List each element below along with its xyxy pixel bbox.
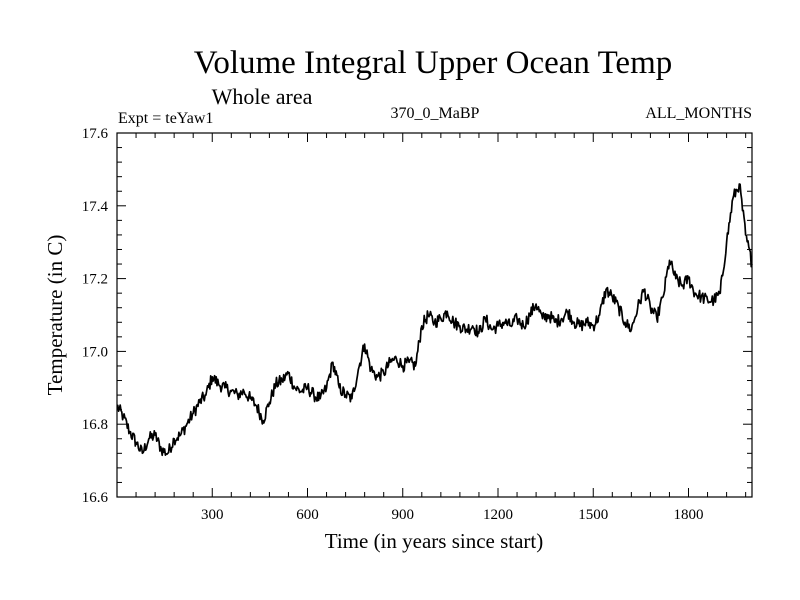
x-tick-labels: 300 600 900 1200 1500 1800	[201, 507, 704, 523]
y-tick-label: 17.2	[82, 272, 108, 288]
chart-subtitle: Whole area	[212, 84, 313, 109]
y-tick-label: 17.6	[82, 126, 109, 142]
chart-title: Volume Integral Upper Ocean Temp	[194, 45, 672, 81]
x-tick-label: 600	[296, 507, 319, 523]
months-label: ALL_MONTHS	[645, 105, 752, 122]
x-axis-label: Time (in years since start)	[325, 529, 544, 553]
x-tick-label: 900	[392, 507, 415, 523]
experiment-label: Expt = teYaw1	[118, 110, 213, 127]
period-label: 370_0_MaBP	[391, 105, 480, 122]
x-tick-label: 1800	[674, 507, 704, 523]
temperature-series-line	[116, 183, 753, 457]
x-tick-label: 1500	[578, 507, 608, 523]
y-tick-label: 16.6	[82, 490, 109, 506]
y-tick-label: 17.0	[82, 344, 108, 360]
axis-ticks	[117, 132, 752, 498]
x-tick-label: 300	[201, 507, 224, 523]
y-tick-label: 17.4	[82, 199, 109, 215]
y-tick-label: 16.8	[82, 417, 108, 433]
x-tick-label: 1200	[483, 507, 513, 523]
y-axis-label: Temperature (in C)	[43, 235, 67, 396]
y-tick-labels: 16.6 16.8 17.0 17.2 17.4 17.6	[82, 126, 109, 506]
plot-frame	[116, 132, 753, 498]
